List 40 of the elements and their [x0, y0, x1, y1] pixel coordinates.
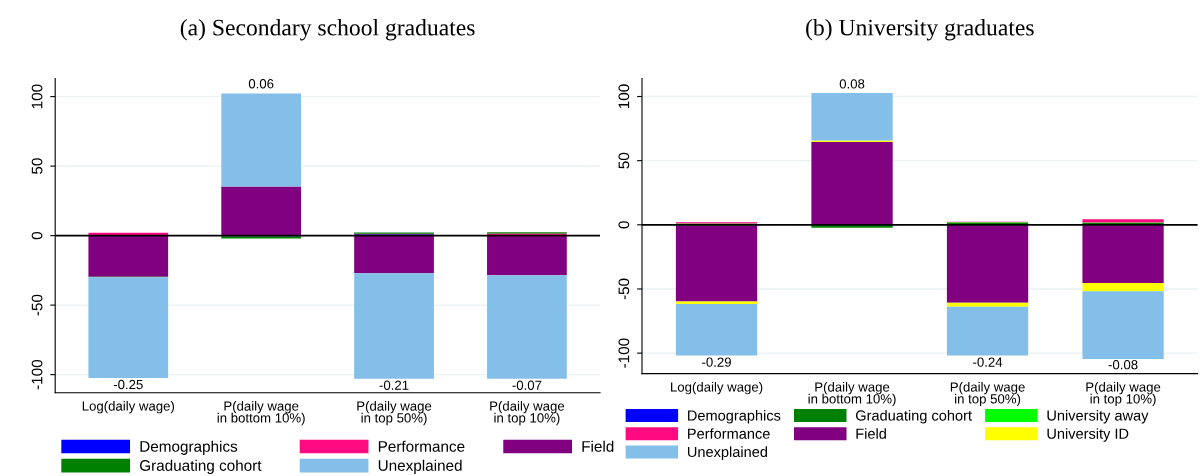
- legend-label: Graduating cohort: [855, 409, 972, 424]
- legend-label: University ID: [1047, 428, 1129, 442]
- annotation: -0.08: [1108, 360, 1138, 370]
- legend-label: Unexplained: [687, 446, 767, 460]
- legend-label: Performance: [688, 428, 770, 439]
- annotation: 0.08: [839, 79, 865, 89]
- annotation: -0.29: [702, 357, 731, 367]
- y-tick-label: -50: [31, 294, 43, 316]
- legend-label: Demographics: [688, 409, 781, 424]
- annotation: -0.24: [973, 357, 1003, 367]
- chart-title: (a) Secondary school graduates: [180, 18, 475, 41]
- y-tick-label: -100: [618, 338, 630, 368]
- x-tick-label: Log(daily wage): [671, 381, 763, 395]
- chart-title: (b) University graduates: [806, 18, 1034, 41]
- y-tick-label: 100: [31, 84, 43, 109]
- legend-label: Unexplained: [378, 459, 462, 474]
- y-tick-label: 0: [618, 221, 630, 229]
- annotation: -0.25: [113, 379, 143, 390]
- annotation: -0.07: [512, 380, 542, 390]
- legend-label: Performance: [378, 440, 465, 452]
- y-tick-label: -50: [618, 278, 630, 300]
- legend-label: Field: [856, 428, 886, 439]
- y-tick-label: 100: [618, 84, 630, 109]
- y-tick-label: 0: [31, 231, 43, 240]
- legend-label: University away: [1047, 409, 1149, 424]
- legend-label: Demographics: [140, 440, 238, 455]
- annotation: -0.21: [379, 380, 409, 390]
- x-tick-label: P(daily wage in top 10%): [1086, 381, 1161, 407]
- x-tick-label: P(daily wage in top 10%): [490, 401, 565, 426]
- x-tick-label: P(daily wage in top 50%): [950, 381, 1025, 407]
- y-tick-label: -100: [31, 359, 43, 390]
- x-tick-label: P(daily wage in bottom 10%): [808, 381, 896, 407]
- annotation: 0.06: [248, 79, 274, 89]
- legend-label: Field: [582, 440, 614, 452]
- y-tick-label: 50: [618, 152, 630, 169]
- x-tick-label: P(daily wage in bottom 10%): [217, 401, 305, 426]
- y-tick-label: 50: [31, 158, 43, 174]
- x-tick-label: Log(daily wage): [82, 401, 175, 414]
- x-tick-label: P(daily wage in top 50%): [357, 401, 432, 426]
- legend-label: Graduating cohort: [140, 459, 262, 474]
